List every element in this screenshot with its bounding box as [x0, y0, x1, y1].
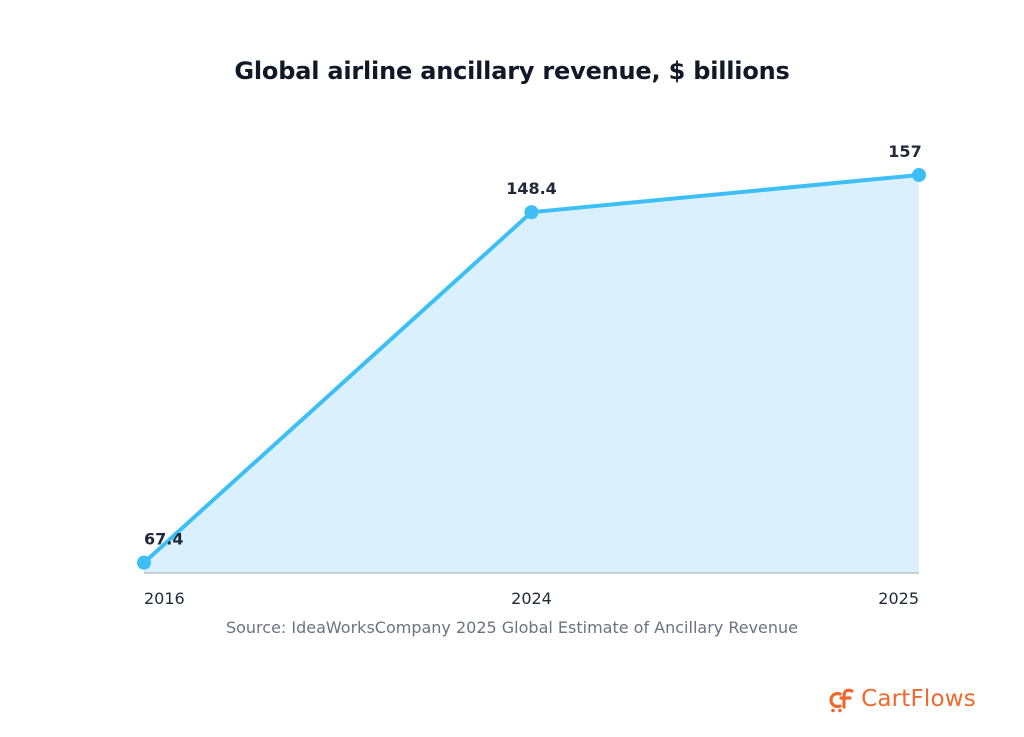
area-fill — [144, 174, 919, 573]
data-label-2024: 148.4 — [506, 179, 557, 198]
data-label-2025: 157 — [888, 142, 921, 161]
x-tick-label-2025: 2025 — [878, 589, 919, 608]
data-label-2016: 67.4 — [144, 530, 183, 549]
chart-title: Global airline ancillary revenue, $ bill… — [234, 57, 790, 85]
brand-name: CartFlows — [861, 686, 976, 712]
x-tick-label-2024: 2024 — [511, 589, 552, 608]
brand-logo: CartFlows — [827, 683, 976, 715]
data-point-2024 — [524, 205, 539, 220]
source-note: Source: IdeaWorksCompany 2025 Global Est… — [225, 618, 799, 637]
data-point-2025 — [912, 167, 926, 182]
x-tick-label-2016: 2016 — [144, 589, 185, 608]
data-point-2016 — [137, 555, 151, 570]
cart-flows-logo-icon — [829, 688, 854, 713]
